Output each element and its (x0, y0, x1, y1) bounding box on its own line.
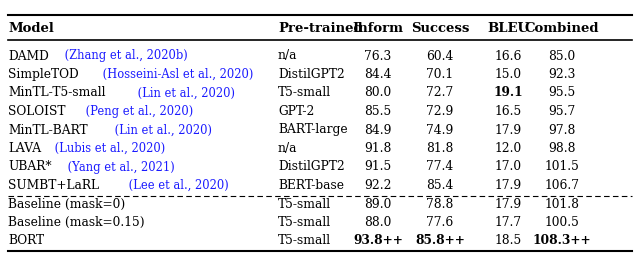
Text: 84.9: 84.9 (364, 123, 392, 136)
Text: 17.7: 17.7 (495, 216, 522, 229)
Text: (Peng et al., 2020): (Peng et al., 2020) (82, 105, 193, 118)
Text: DistilGPT2: DistilGPT2 (278, 68, 345, 81)
Text: (Zhang et al., 2020b): (Zhang et al., 2020b) (61, 50, 188, 63)
Text: UBAR*: UBAR* (8, 161, 52, 174)
Text: 91.5: 91.5 (364, 161, 392, 174)
Text: SUMBT+LaRL: SUMBT+LaRL (8, 179, 99, 192)
Text: Model: Model (8, 21, 54, 34)
Text: 17.9: 17.9 (494, 123, 522, 136)
Text: 16.6: 16.6 (494, 50, 522, 63)
Text: 85.4: 85.4 (426, 179, 454, 192)
Text: 17.0: 17.0 (495, 161, 522, 174)
Text: 98.8: 98.8 (548, 142, 576, 155)
Text: 106.7: 106.7 (545, 179, 579, 192)
Text: T5-small: T5-small (278, 235, 331, 248)
Text: (Yang et al., 2021): (Yang et al., 2021) (64, 161, 175, 174)
Text: Inform: Inform (353, 21, 403, 34)
Text: 85.0: 85.0 (548, 50, 575, 63)
Text: 88.0: 88.0 (364, 216, 392, 229)
Text: Baseline (mask=0.15): Baseline (mask=0.15) (8, 216, 145, 229)
Text: 95.5: 95.5 (548, 86, 575, 99)
Text: 101.5: 101.5 (545, 161, 579, 174)
Text: n/a: n/a (278, 50, 298, 63)
Text: 19.1: 19.1 (493, 86, 523, 99)
Text: T5-small: T5-small (278, 86, 331, 99)
Text: LAVA: LAVA (8, 142, 41, 155)
Text: SimpleTOD: SimpleTOD (8, 68, 79, 81)
Text: BLEU: BLEU (487, 21, 529, 34)
Text: 97.8: 97.8 (548, 123, 576, 136)
Text: 17.9: 17.9 (494, 179, 522, 192)
Text: (Lee et al., 2020): (Lee et al., 2020) (125, 179, 229, 192)
Text: BERT-base: BERT-base (278, 179, 344, 192)
Text: 78.8: 78.8 (426, 197, 454, 210)
Text: DistilGPT2: DistilGPT2 (278, 161, 345, 174)
Text: BART-large: BART-large (278, 123, 348, 136)
Text: 16.5: 16.5 (494, 105, 522, 118)
Text: MinTL-BART: MinTL-BART (8, 123, 88, 136)
Text: T5-small: T5-small (278, 197, 331, 210)
Text: 76.3: 76.3 (364, 50, 392, 63)
Text: (Lubis et al., 2020): (Lubis et al., 2020) (51, 142, 165, 155)
Text: 17.9: 17.9 (494, 197, 522, 210)
Text: MinTL-T5-small: MinTL-T5-small (8, 86, 106, 99)
Text: 80.0: 80.0 (364, 86, 392, 99)
Text: 77.4: 77.4 (426, 161, 454, 174)
Text: 100.5: 100.5 (545, 216, 579, 229)
Text: 74.9: 74.9 (426, 123, 454, 136)
Text: DAMD: DAMD (8, 50, 49, 63)
Text: 85.8++: 85.8++ (415, 235, 465, 248)
Text: T5-small: T5-small (278, 216, 331, 229)
Text: Combined: Combined (525, 21, 599, 34)
Text: 89.0: 89.0 (364, 197, 392, 210)
Text: (Lin et al., 2020): (Lin et al., 2020) (134, 86, 235, 99)
Text: n/a: n/a (278, 142, 298, 155)
Text: 92.2: 92.2 (364, 179, 392, 192)
Text: 12.0: 12.0 (494, 142, 522, 155)
Text: (Lin et al., 2020): (Lin et al., 2020) (111, 123, 212, 136)
Text: 95.7: 95.7 (548, 105, 575, 118)
Text: 92.3: 92.3 (548, 68, 576, 81)
Text: 18.5: 18.5 (494, 235, 522, 248)
Text: SOLOIST: SOLOIST (8, 105, 65, 118)
Text: 108.3++: 108.3++ (532, 235, 591, 248)
Text: 60.4: 60.4 (426, 50, 454, 63)
Text: 101.8: 101.8 (545, 197, 579, 210)
Text: BORT: BORT (8, 235, 44, 248)
Text: 70.1: 70.1 (426, 68, 454, 81)
Text: 91.8: 91.8 (364, 142, 392, 155)
Text: 81.8: 81.8 (426, 142, 454, 155)
Text: (Hosseini-Asl et al., 2020): (Hosseini-Asl et al., 2020) (99, 68, 253, 81)
Text: 72.7: 72.7 (426, 86, 454, 99)
Text: GPT-2: GPT-2 (278, 105, 314, 118)
Text: Pre-trained: Pre-trained (278, 21, 363, 34)
Text: Baseline (mask=0): Baseline (mask=0) (8, 197, 125, 210)
Text: 93.8++: 93.8++ (353, 235, 403, 248)
Text: Success: Success (411, 21, 469, 34)
Text: 85.5: 85.5 (364, 105, 392, 118)
Text: 77.6: 77.6 (426, 216, 454, 229)
Text: 72.9: 72.9 (426, 105, 454, 118)
Text: 84.4: 84.4 (364, 68, 392, 81)
Text: 15.0: 15.0 (495, 68, 522, 81)
